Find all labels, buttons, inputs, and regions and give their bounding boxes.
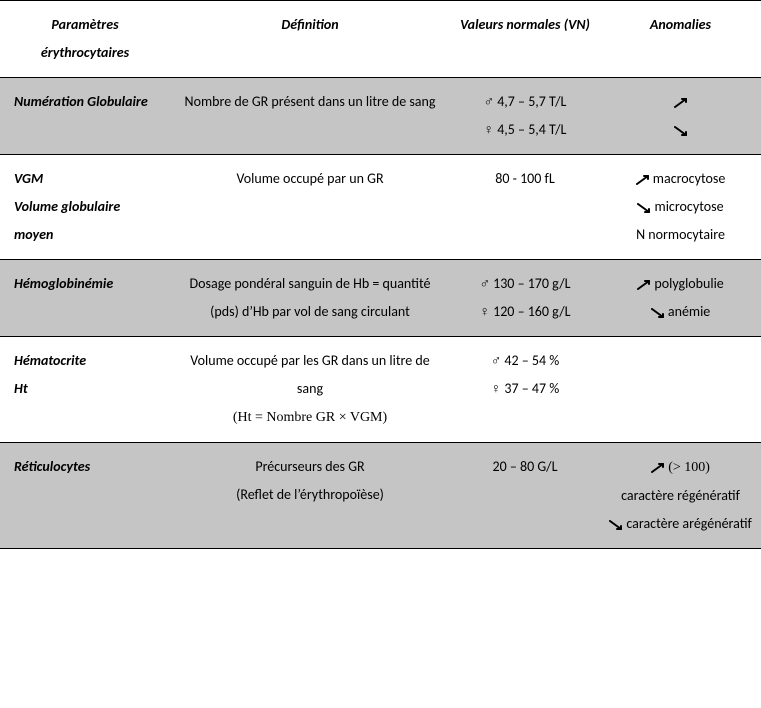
- header-valeurs-normales: Valeurs normales (VN): [450, 1, 600, 78]
- arrow-down-icon: [637, 203, 651, 213]
- cell-definition: Dosage pondéral sanguin de Hb = quantité…: [170, 260, 450, 337]
- erythrocyte-params-table: Paramètres érythrocytaires Définition Va…: [0, 0, 761, 549]
- cell-valeurs-normales: 80 - 100 fL: [450, 155, 600, 260]
- table-row: RéticulocytesPrécurseurs des GR(Reflet d…: [0, 443, 761, 549]
- cell-definition: Nombre de GR présent dans un litre de sa…: [170, 78, 450, 155]
- table-row: HématocriteHtVolume occupé par les GR da…: [0, 337, 761, 443]
- cell-parametre: Hémoglobinémie: [0, 260, 170, 337]
- table-row: HémoglobinémieDosage pondéral sanguin de…: [0, 260, 761, 337]
- formula-text: (Ht = Nombre GR × VGM): [233, 410, 387, 425]
- cell-anomalies: [600, 337, 761, 443]
- cell-anomalies: [600, 78, 761, 155]
- header-anomalies: Anomalies: [600, 1, 761, 78]
- cell-parametre: Réticulocytes: [0, 443, 170, 549]
- cell-parametre: VGMVolume globulaire moyen: [0, 155, 170, 260]
- arrow-up-icon: [674, 98, 688, 108]
- arrow-down-icon: [651, 308, 665, 318]
- arrow-down-icon: [609, 520, 623, 530]
- cell-anomalies: polyglobulie anémie: [600, 260, 761, 337]
- table-body: Numération GlobulaireNombre de GR présen…: [0, 78, 761, 549]
- cell-valeurs-normales: ♂ 4,7 – 5,7 T/L♀ 4,5 – 5,4 T/L: [450, 78, 600, 155]
- arrow-up-icon: [636, 175, 650, 185]
- cell-anomalies: macrocytose microcytoseN normocytaire: [600, 155, 761, 260]
- cell-anomalies: (> 100)caractère régénératif caractère a…: [600, 443, 761, 549]
- arrow-down-icon: [674, 126, 688, 136]
- header-definition: Définition: [170, 1, 450, 78]
- table-header-row: Paramètres érythrocytaires Définition Va…: [0, 1, 761, 78]
- header-parametres: Paramètres érythrocytaires: [0, 1, 170, 78]
- table-row: VGMVolume globulaire moyenVolume occupé …: [0, 155, 761, 260]
- arrow-up-icon: [651, 463, 665, 473]
- cell-definition: Volume occupé par un GR: [170, 155, 450, 260]
- cell-valeurs-normales: ♂ 42 – 54 %♀ 37 – 47 %: [450, 337, 600, 443]
- cell-valeurs-normales: 20 – 80 G/L: [450, 443, 600, 549]
- cell-parametre: Numération Globulaire: [0, 78, 170, 155]
- table-row: Numération GlobulaireNombre de GR présen…: [0, 78, 761, 155]
- cell-definition: Volume occupé par les GR dans un litre d…: [170, 337, 450, 443]
- cell-parametre: HématocriteHt: [0, 337, 170, 443]
- cell-valeurs-normales: ♂ 130 – 170 g/L♀ 120 – 160 g/L: [450, 260, 600, 337]
- arrow-up-icon: [637, 280, 651, 290]
- serif-text: (> 100): [668, 460, 710, 475]
- cell-definition: Précurseurs des GR(Reflet de l’érythropo…: [170, 443, 450, 549]
